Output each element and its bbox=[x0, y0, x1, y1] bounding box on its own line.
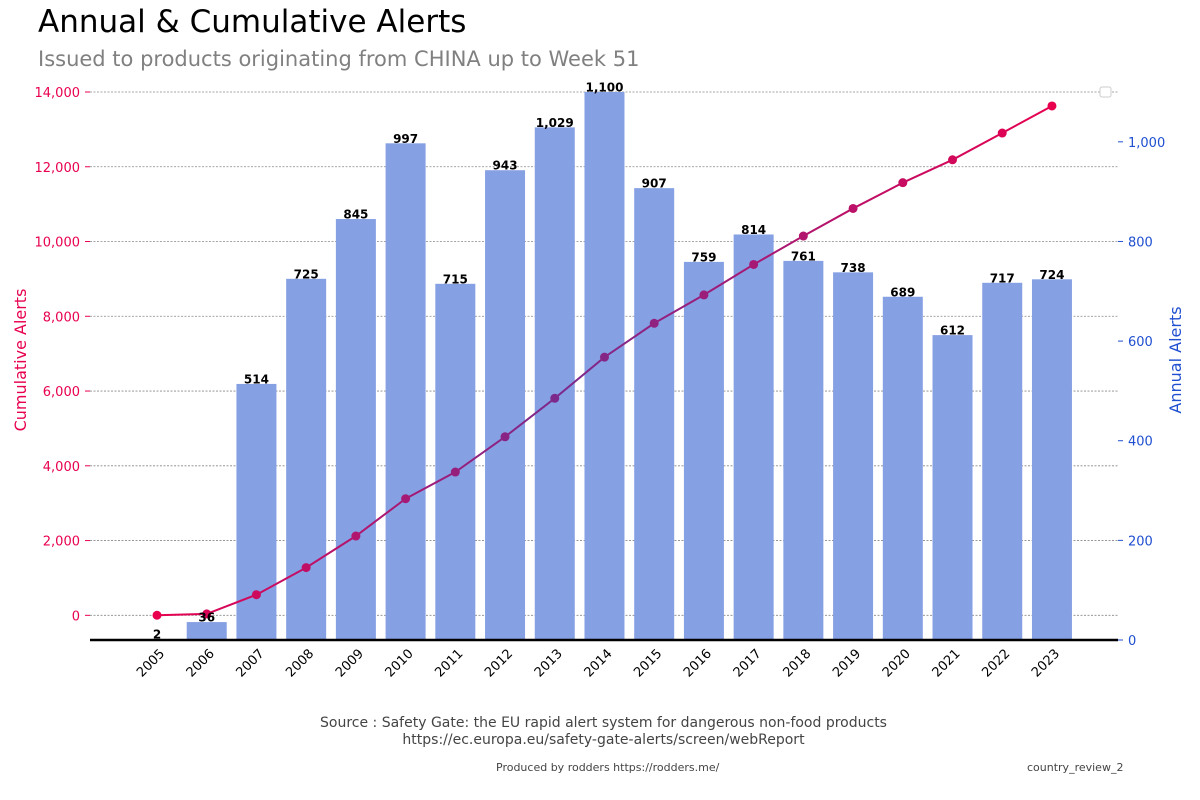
x-axis-tick-label: 2007 bbox=[234, 646, 268, 680]
x-axis-tick-label: 2008 bbox=[283, 646, 317, 680]
bar-2022 bbox=[982, 283, 1022, 640]
x-axis-tick-label: 2006 bbox=[184, 646, 218, 680]
bar-value-label: 1,029 bbox=[536, 116, 574, 130]
bar-value-label: 738 bbox=[841, 261, 866, 275]
cumulative-point-2012 bbox=[501, 432, 510, 441]
cumulative-point-2008 bbox=[302, 563, 311, 572]
x-axis-tick-label: 2005 bbox=[134, 646, 168, 680]
left-axis-tick-label: 14,000 bbox=[35, 86, 81, 101]
cumulative-point-2017 bbox=[749, 260, 758, 269]
cumulative-point-2023 bbox=[1047, 101, 1056, 110]
x-axis-tick-label: 2022 bbox=[979, 646, 1013, 680]
bar-2006 bbox=[187, 622, 227, 640]
cumulative-point-2014 bbox=[600, 353, 609, 362]
cumulative-point-2018 bbox=[799, 232, 808, 241]
bar-2019 bbox=[833, 272, 873, 640]
bar-value-label: 612 bbox=[940, 324, 965, 338]
bar-value-label: 715 bbox=[443, 272, 468, 286]
chart-canvas: 0 2,000 4,000 6,000 8,000 10,000 12,000 14,000 0… bbox=[0, 0, 1200, 800]
right-axis-tick-label: 0 bbox=[1128, 634, 1136, 649]
bar-value-label: 36 bbox=[198, 611, 215, 625]
source-url: https://ec.europa.eu/safety-gate-alerts/… bbox=[0, 732, 1200, 748]
cumulative-point-2011 bbox=[451, 468, 460, 477]
cumulative-point-2019 bbox=[849, 204, 858, 213]
bar-2017 bbox=[734, 234, 774, 640]
right-axis-tick-label: 200 bbox=[1128, 534, 1153, 549]
cumulative-point-2013 bbox=[550, 394, 559, 403]
bar-2020 bbox=[883, 297, 923, 640]
x-axis-tick-label: 2012 bbox=[482, 646, 516, 680]
bar-2023 bbox=[1032, 279, 1072, 640]
left-axis-tick-label: 0 bbox=[72, 609, 80, 624]
left-axis-tick-label: 6,000 bbox=[43, 385, 80, 400]
cumulative-point-2005 bbox=[153, 611, 162, 620]
bar-value-label: 814 bbox=[741, 223, 766, 237]
right-axis-tick-label: 400 bbox=[1128, 435, 1153, 450]
bar-value-label: 759 bbox=[691, 250, 716, 264]
bar-value-label: 725 bbox=[294, 267, 319, 281]
x-axis-tick-label: 2018 bbox=[780, 646, 814, 680]
right-axis-tick-label: 800 bbox=[1128, 235, 1153, 250]
cumulative-point-2009 bbox=[351, 532, 360, 541]
bar-value-label: 1,100 bbox=[585, 81, 623, 95]
right-axis-tick-label: 600 bbox=[1128, 335, 1153, 350]
cumulative-point-2015 bbox=[650, 319, 659, 328]
bar-2015 bbox=[634, 188, 674, 640]
x-axis-tick-label: 2010 bbox=[383, 646, 417, 680]
bar-2009 bbox=[336, 219, 376, 640]
x-axis-tick-label: 2020 bbox=[880, 646, 914, 680]
x-axis-tick-label: 2016 bbox=[681, 646, 715, 680]
x-axis-tick-label: 2021 bbox=[930, 646, 964, 680]
produced-by-credit: Produced by rodders https://rodders.me/ bbox=[496, 761, 719, 774]
bar-value-label: 907 bbox=[642, 177, 667, 191]
bar-2014 bbox=[584, 92, 624, 640]
x-axis-tick-label: 2009 bbox=[333, 646, 367, 680]
legend-box bbox=[1100, 87, 1111, 97]
bar-2012 bbox=[485, 170, 525, 640]
left-axis-tick-label: 12,000 bbox=[35, 161, 81, 176]
x-axis-tick-label: 2014 bbox=[582, 646, 616, 680]
left-axis-tick-label: 2,000 bbox=[43, 535, 80, 550]
bar-value-label: 724 bbox=[1039, 268, 1064, 282]
left-axis-tick-label: 10,000 bbox=[35, 236, 81, 251]
bar-2021 bbox=[933, 335, 973, 640]
x-axis-tick-label: 2023 bbox=[1029, 646, 1063, 680]
bar-value-label: 761 bbox=[791, 249, 816, 263]
x-axis-tick-label: 2019 bbox=[830, 646, 864, 680]
right-axis-title: Annual Alerts bbox=[1166, 306, 1185, 413]
bar-value-label: 845 bbox=[343, 208, 368, 222]
bar-2008 bbox=[286, 279, 326, 640]
bar-value-label: 943 bbox=[493, 159, 518, 173]
x-axis-tick-label: 2011 bbox=[432, 646, 466, 680]
bar-value-label: 514 bbox=[244, 372, 269, 386]
bar-value-label: 717 bbox=[990, 271, 1015, 285]
left-axis-title: Cumulative Alerts bbox=[11, 289, 30, 432]
bar-value-label: 689 bbox=[890, 285, 915, 299]
source-line: Source : Safety Gate: the EU rapid alert… bbox=[0, 715, 1200, 731]
left-axis-tick-label: 8,000 bbox=[43, 310, 80, 325]
cumulative-point-2010 bbox=[401, 494, 410, 503]
chart-id-label: country_review_2 bbox=[1027, 761, 1123, 774]
cumulative-point-2016 bbox=[699, 290, 708, 299]
bar-2007 bbox=[236, 384, 276, 640]
bar-2013 bbox=[535, 127, 575, 640]
cumulative-point-2021 bbox=[948, 155, 957, 164]
x-axis-tick-label: 2015 bbox=[631, 646, 665, 680]
cumulative-point-2020 bbox=[898, 178, 907, 187]
bar-value-label: 997 bbox=[393, 132, 418, 146]
x-axis-tick-label: 2017 bbox=[731, 646, 765, 680]
left-axis-tick-label: 4,000 bbox=[43, 460, 80, 475]
x-axis-tick-label: 2013 bbox=[532, 646, 566, 680]
bar-2018 bbox=[783, 261, 823, 640]
cumulative-point-2022 bbox=[998, 129, 1007, 138]
right-axis-tick-label: 1,000 bbox=[1128, 136, 1165, 151]
bar-2010 bbox=[386, 143, 426, 640]
bar-2016 bbox=[684, 262, 724, 640]
cumulative-point-2007 bbox=[252, 590, 261, 599]
